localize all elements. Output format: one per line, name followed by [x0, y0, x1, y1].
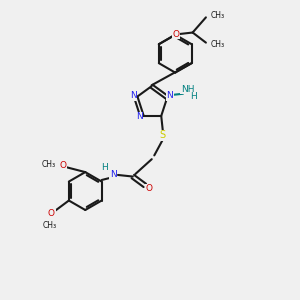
Text: NH: NH	[181, 85, 194, 94]
Text: O: O	[60, 161, 67, 170]
Text: CH₃: CH₃	[42, 160, 56, 169]
Text: H: H	[190, 92, 197, 101]
Text: N: N	[166, 91, 173, 100]
Text: O: O	[145, 184, 152, 193]
Text: CH₃: CH₃	[211, 40, 225, 49]
Text: H: H	[101, 163, 108, 172]
Text: N: N	[136, 112, 143, 121]
Text: N: N	[130, 92, 137, 100]
Text: CH₃: CH₃	[43, 221, 57, 230]
Text: CH₃: CH₃	[211, 11, 225, 20]
Text: S: S	[160, 130, 166, 140]
Text: O: O	[173, 30, 180, 39]
Text: O: O	[48, 209, 55, 218]
Text: N: N	[110, 170, 117, 179]
